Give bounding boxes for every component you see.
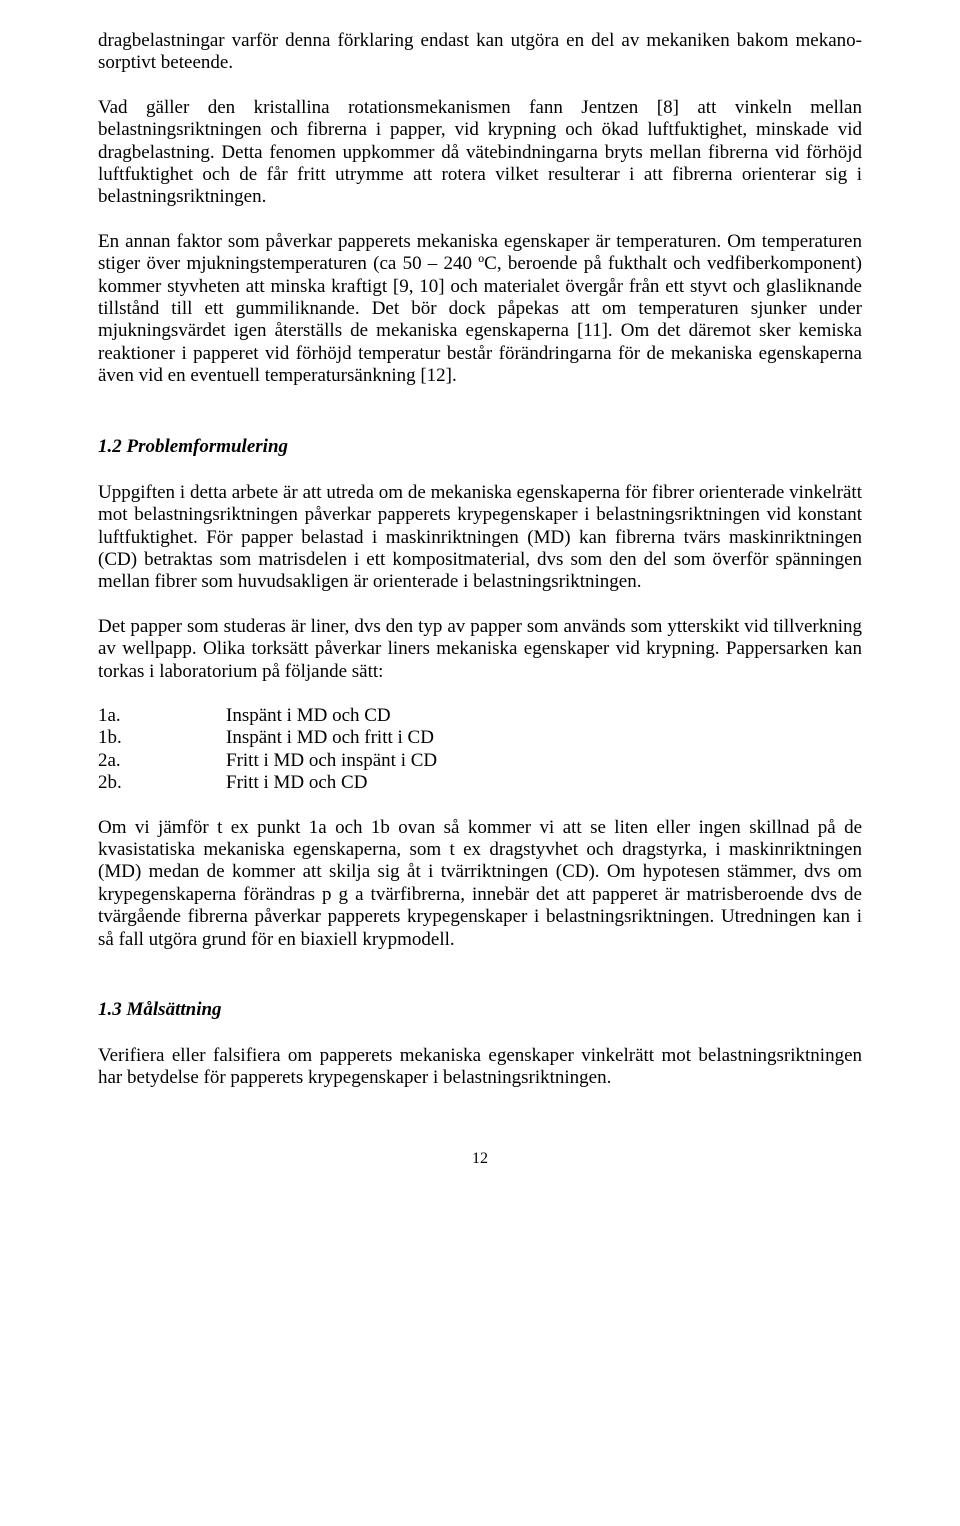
list-item-key: 1a.: [98, 705, 226, 727]
section-heading-problemformulering: 1.2 Problemformulering: [98, 436, 862, 458]
list-item: 2a. Fritt i MD och inspänt i CD: [98, 750, 862, 772]
list-item: 2b. Fritt i MD och CD: [98, 772, 862, 794]
paragraph-5: Det papper som studeras är liner, dvs de…: [98, 616, 862, 683]
drying-methods-list: 1a. Inspänt i MD och CD 1b. Inspänt i MD…: [98, 705, 862, 795]
list-item-key: 2b.: [98, 772, 226, 794]
section-heading-malsattning: 1.3 Målsättning: [98, 999, 862, 1021]
paragraph-7: Verifiera eller falsifiera om papperets …: [98, 1045, 862, 1090]
list-item-value: Inspänt i MD och fritt i CD: [226, 727, 862, 749]
list-item-key: 1b.: [98, 727, 226, 749]
page-number: 12: [98, 1150, 862, 1168]
list-item: 1b. Inspänt i MD och fritt i CD: [98, 727, 862, 749]
list-item-value: Inspänt i MD och CD: [226, 705, 862, 727]
paragraph-1: dragbelastningar varför denna förklaring…: [98, 30, 862, 75]
list-item-key: 2a.: [98, 750, 226, 772]
list-item-value: Fritt i MD och CD: [226, 772, 862, 794]
list-item: 1a. Inspänt i MD och CD: [98, 705, 862, 727]
paragraph-6: Om vi jämför t ex punkt 1a och 1b ovan s…: [98, 817, 862, 951]
paragraph-2: Vad gäller den kristallina rotationsmeka…: [98, 97, 862, 209]
paragraph-4: Uppgiften i detta arbete är att utreda o…: [98, 482, 862, 594]
paragraph-3: En annan faktor som påverkar papperets m…: [98, 231, 862, 388]
list-item-value: Fritt i MD och inspänt i CD: [226, 750, 862, 772]
